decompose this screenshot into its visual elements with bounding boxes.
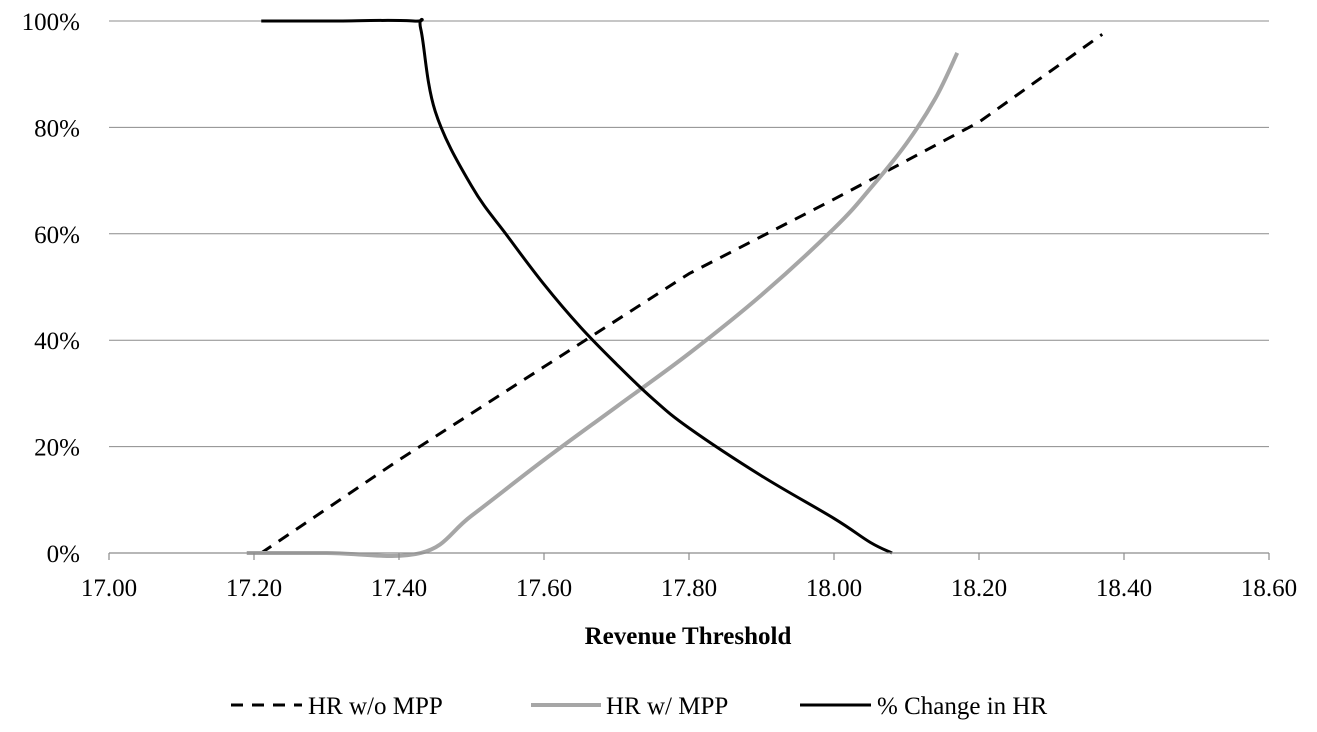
series-line-hr-w-o-mpp [260,33,1104,555]
series-line-change-in-hr [261,17,893,555]
x-tick-label: 18.60 [1241,575,1297,602]
y-tick-label: 20% [34,435,80,462]
x-tick-label: 17.60 [516,575,572,602]
plot-area [246,17,1104,558]
x-tick-label: 17.20 [226,575,282,602]
y-tick-label: 100% [22,9,80,36]
x-tick-label: 18.00 [806,575,862,602]
x-axis-title: Revenue Threshold [585,623,792,650]
legend-label-change-in-hr: % Change in HR [877,693,1047,720]
y-tick-label: 80% [34,115,80,142]
legend-label-hr-w-mpp: HR w/ MPP [606,693,728,720]
x-tick-label: 17.00 [81,575,137,602]
y-tick-label: 0% [47,541,80,568]
tick-labels: 0% 20% 40% 60% 80% 100% 17.00 17.20 17.40 17.60 17… [22,9,1297,602]
x-tick-label: 18.40 [1096,575,1152,602]
x-tick-label: 17.40 [371,575,427,602]
x-tick-label: 18.20 [951,575,1007,602]
y-tick-label: 60% [34,222,80,249]
x-tick-label: 17.80 [661,575,717,602]
legend-label-hr-w-o-mpp: HR w/o MPP [308,693,443,720]
series-line-hr-w-mpp [246,52,960,558]
y-tick-label: 40% [34,328,80,355]
axes [108,552,1270,560]
legend: HR w/o MPP HR w/ MPP % Change in HR [231,693,1047,720]
gridlines [109,20,1269,448]
